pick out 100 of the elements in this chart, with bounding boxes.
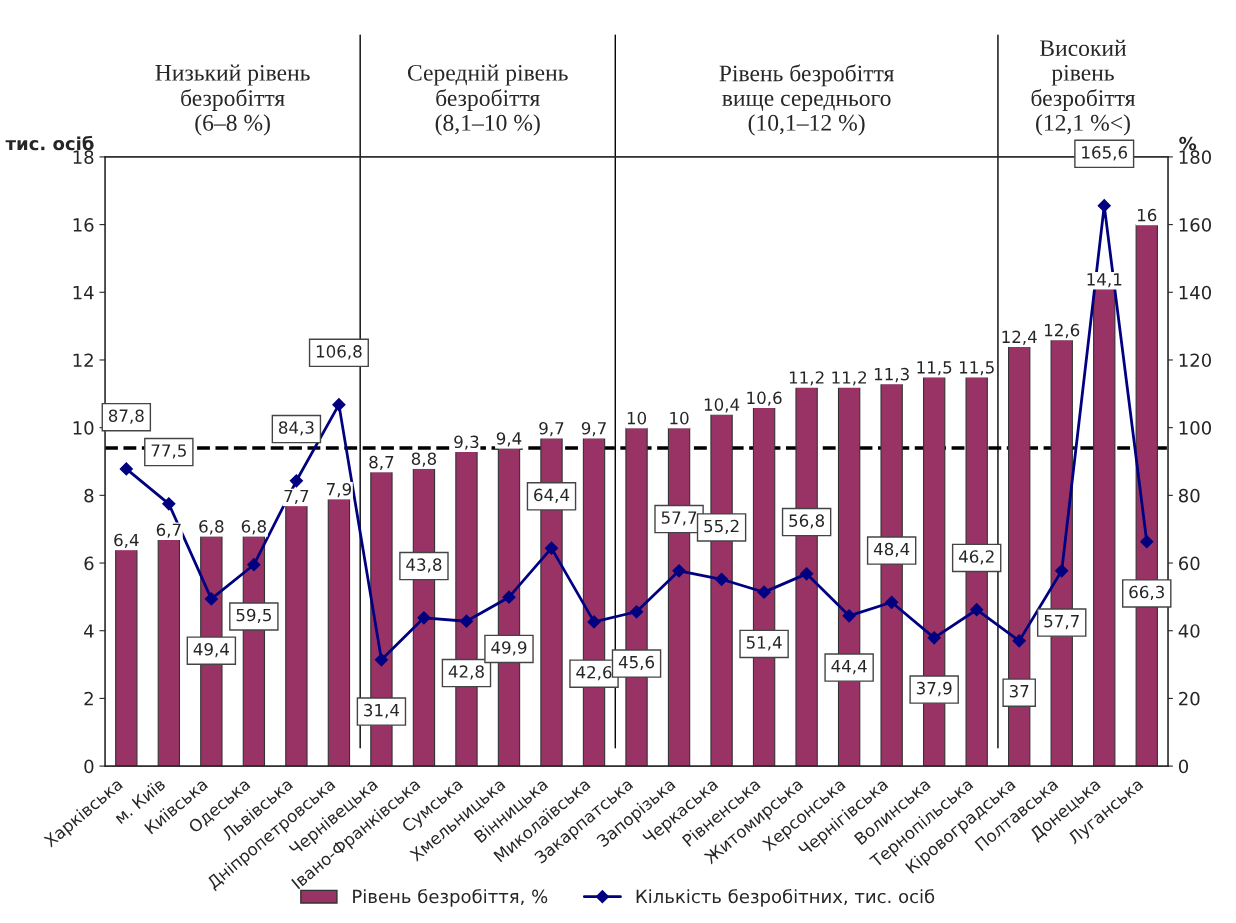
point xyxy=(800,567,814,581)
data-label: 7,7 xyxy=(284,489,309,504)
data-label: 6,7 xyxy=(156,523,181,538)
y2-tick-label: 80 xyxy=(1178,488,1200,503)
data-label: 9,7 xyxy=(539,421,564,437)
data-label: 49,9 xyxy=(491,641,527,656)
data-label: 55,2 xyxy=(704,519,739,535)
point xyxy=(204,592,218,606)
data-label: 57,7 xyxy=(661,511,697,526)
point xyxy=(927,631,941,645)
data-label: 42,8 xyxy=(448,665,484,680)
data-label: 84,3 xyxy=(278,421,314,436)
data-label: 49,4 xyxy=(193,642,229,658)
data-label: 56,8 xyxy=(789,514,825,529)
data-label: 165,6 xyxy=(1082,146,1128,161)
point xyxy=(502,590,516,604)
point xyxy=(1012,634,1026,648)
data-label: 77,5 xyxy=(151,444,186,459)
y-axis-title: тис. осіб xyxy=(5,135,94,151)
y2-tick-label: 20 xyxy=(1179,691,1200,706)
data-label: 45,6 xyxy=(618,655,655,671)
y-tick-label: 12 xyxy=(73,353,93,367)
data-label: 42,6 xyxy=(576,665,612,681)
point xyxy=(970,603,984,617)
y2-tick-label: 140 xyxy=(1179,285,1212,300)
y2-tick-label: 160 xyxy=(1179,218,1212,232)
y-tick-label: 16 xyxy=(73,218,94,232)
point xyxy=(587,615,601,629)
data-label: 31,4 xyxy=(364,703,400,719)
point xyxy=(289,474,303,488)
y2-tick-label: 100 xyxy=(1179,421,1212,435)
data-label: 57,7 xyxy=(1044,615,1079,630)
data-label: 43,8 xyxy=(406,558,442,573)
data-label: 10,4 xyxy=(704,398,740,413)
bar xyxy=(157,538,181,767)
data-label: 11,2 xyxy=(789,371,824,386)
data-label: 7,9 xyxy=(327,482,351,498)
data-label: 14,1 xyxy=(1087,273,1122,288)
data-label: 11,5 xyxy=(959,361,994,376)
y-tick-label: 6 xyxy=(84,556,94,571)
data-label: 10,6 xyxy=(747,391,782,406)
point xyxy=(672,564,686,578)
point xyxy=(1055,564,1069,578)
data-label: 37,9 xyxy=(916,681,952,697)
text: Низький рівень безробіття (6–8 %) xyxy=(155,64,310,136)
data-label: 11,2 xyxy=(832,371,867,386)
data-label: 9,7 xyxy=(581,421,606,437)
point xyxy=(247,558,261,572)
y2-tick-label: 40 xyxy=(1178,624,1200,638)
y2-tick-label: 180 xyxy=(1179,150,1212,165)
data-label: 44,4 xyxy=(831,660,867,675)
data-label: 6,8 xyxy=(199,520,224,535)
data-label: 12,4 xyxy=(1002,330,1037,345)
point xyxy=(757,585,771,599)
data-label: 6,4 xyxy=(114,533,139,548)
data-label: 66,3 xyxy=(1129,585,1164,601)
point xyxy=(374,653,389,667)
bar xyxy=(115,548,138,767)
data-label: 12,6 xyxy=(1045,323,1080,339)
y2-tick-label: 120 xyxy=(1179,353,1212,368)
data-label: 9,4 xyxy=(496,432,522,447)
point xyxy=(842,609,856,623)
point xyxy=(119,462,133,476)
point xyxy=(544,541,559,555)
y-tick-label: 0 xyxy=(84,759,94,774)
point xyxy=(417,611,431,625)
data-label: 8,7 xyxy=(369,455,394,471)
y2-tick-label: 0 xyxy=(1178,759,1189,774)
y2-axis-title: % xyxy=(1179,136,1197,151)
legend-label: Рівень безробіття, % xyxy=(353,888,548,907)
point xyxy=(459,614,474,628)
data-label: 10 xyxy=(627,411,647,425)
y2-tick-label: 60 xyxy=(1179,556,1200,571)
data-label: 10 xyxy=(670,411,689,425)
text: Рівень безробіття вище середнього (10,1–12 %) xyxy=(719,64,894,136)
data-label: 8,8 xyxy=(411,452,437,467)
data-label: 6,8 xyxy=(241,520,266,535)
data-label: 11,3 xyxy=(874,367,909,383)
data-label: 37 xyxy=(1009,684,1029,698)
data-label: 51,4 xyxy=(746,636,782,651)
y-tick-label: 4 xyxy=(84,624,94,638)
point xyxy=(885,595,899,609)
y-tick-label: 10 xyxy=(73,421,94,435)
data-label: 64,4 xyxy=(534,488,570,503)
data-label: 59,5 xyxy=(236,608,271,624)
data-label: 16 xyxy=(1137,208,1157,222)
data-label: 87,8 xyxy=(108,409,144,424)
point xyxy=(332,398,346,412)
text: Середній рівень безробіття (8,1–10 %) xyxy=(407,64,568,136)
point xyxy=(1097,199,1111,213)
data-label: 48,4 xyxy=(873,542,910,558)
data-label: 106,8 xyxy=(316,345,362,360)
data-label: 11,5 xyxy=(917,361,952,376)
y-tick-label: 18 xyxy=(73,150,94,165)
point xyxy=(629,605,644,619)
y-tick-label: 2 xyxy=(84,691,93,706)
data-label: 46,2 xyxy=(958,550,994,565)
point xyxy=(1140,535,1154,549)
legend-label: Кількість безробітних, тис. осіб xyxy=(636,888,935,907)
y-tick-label: 14 xyxy=(73,285,94,300)
